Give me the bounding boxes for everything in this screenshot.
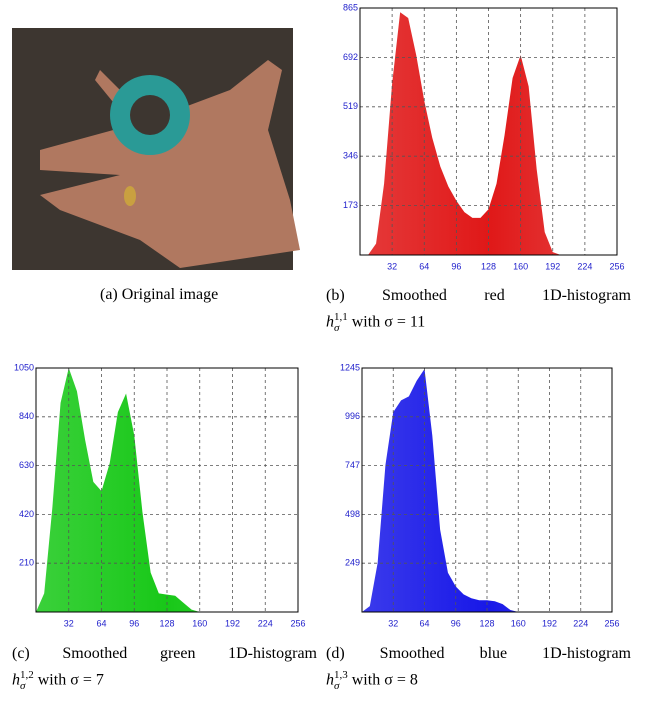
y-tick-label: 173 — [343, 200, 358, 210]
x-tick-label: 160 — [192, 618, 207, 628]
y-tick-label: 519 — [343, 101, 358, 111]
x-tick-label: 32 — [64, 618, 74, 628]
x-tick-label: 256 — [290, 618, 305, 628]
x-tick-label: 128 — [481, 261, 496, 271]
x-tick-label: 32 — [387, 261, 397, 271]
x-tick-label: 192 — [545, 261, 560, 271]
x-tick-label: 96 — [451, 261, 461, 271]
y-tick-label: 692 — [343, 52, 358, 62]
caption: (b) Smoothed red 1D-histogram — [326, 286, 631, 306]
caption: (c) Smoothed green 1D-histogram — [12, 644, 317, 664]
x-tick-label: 64 — [419, 618, 429, 628]
x-tick-label: 64 — [96, 618, 106, 628]
y-tick-label: 346 — [343, 151, 358, 161]
formula-suffix: with σ = 11 — [352, 314, 426, 331]
y-tick-label: 840 — [19, 411, 34, 421]
formula-symbol: h — [12, 672, 20, 689]
x-tick-label: 224 — [577, 261, 592, 271]
figure: 173 346 519 692 865 32 64 96 128 160 192 224 256 210 4… — [0, 0, 656, 702]
formula-subscript: σ — [334, 681, 348, 692]
x-tick-label: 256 — [604, 618, 619, 628]
figure-page: 173 346 519 692 865 32 64 96 128 160 192 224 256 210 4… — [0, 0, 656, 702]
x-tick-label: 224 — [258, 618, 273, 628]
x-tick-label: 64 — [419, 261, 429, 271]
x-tick-label: 160 — [511, 618, 526, 628]
y-tick-label: 996 — [345, 411, 360, 421]
x-tick-label: 128 — [159, 618, 174, 628]
formula-symbol: h — [326, 314, 334, 331]
x-tick-label: 256 — [609, 261, 624, 271]
formula-symbol: h — [326, 672, 334, 689]
x-tick-label: 192 — [542, 618, 557, 628]
histogram-chart: 173 346 519 692 865 32 64 96 128 160 192 224 256 — [343, 2, 625, 271]
x-tick-label: 96 — [129, 618, 139, 628]
x-tick-label: 224 — [573, 618, 588, 628]
x-tick-label: 160 — [513, 261, 528, 271]
y-tick-label: 865 — [343, 2, 358, 12]
caption: (d) Smoothed blue 1D-histogram — [326, 644, 631, 664]
x-tick-label: 96 — [451, 618, 461, 628]
y-tick-label: 498 — [345, 509, 360, 519]
formula-subscript: σ — [20, 681, 34, 692]
y-tick-label: 210 — [19, 558, 34, 568]
x-tick-label: 128 — [479, 618, 494, 628]
y-tick-label: 1050 — [14, 362, 34, 372]
histogram-chart: 210 420 630 840 1050 32 64 96 128 160 192 224 256 — [14, 362, 306, 628]
y-tick-label: 249 — [345, 558, 360, 568]
x-tick-label: 32 — [388, 618, 398, 628]
formula-suffix: with σ = 7 — [38, 672, 104, 689]
photo — [12, 28, 300, 270]
x-tick-label: 192 — [225, 618, 240, 628]
caption-a: (a) Original image — [100, 285, 218, 305]
histogram-chart: 249 498 747 996 1245 32 64 96 128 160 192 224 256 — [340, 362, 620, 628]
y-tick-label: 747 — [345, 460, 360, 470]
y-tick-label: 1245 — [340, 362, 360, 372]
formula-suffix: with σ = 8 — [352, 672, 418, 689]
y-tick-label: 420 — [19, 509, 34, 519]
formula-subscript: σ — [334, 323, 348, 334]
y-tick-label: 630 — [19, 460, 34, 470]
